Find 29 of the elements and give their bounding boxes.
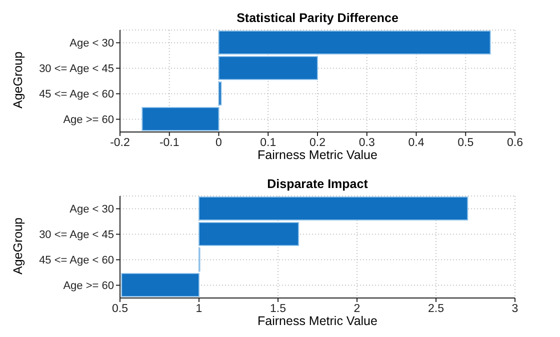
y-axis-title: AgeGroup [11,52,25,108]
y-tick-label: Age < 30 [70,204,114,216]
x-tick-label: 0.4 [408,137,425,150]
x-tick-label: 0.6 [507,137,523,150]
x-tick-label: -0.1 [159,137,180,150]
y-tick-label: 30 <= Age < 45 [39,229,114,242]
x-tick-label: 1.5 [270,303,286,316]
x-tick-label: 2.5 [428,303,444,316]
y-tick-label: Age >= 60 [63,114,114,126]
x-tick-label: 0.2 [310,137,326,150]
y-tick-label: Age < 30 [70,38,114,50]
x-tick-label: 1 [196,303,202,316]
chart-title: Disparate Impact [266,177,369,191]
x-tick-label: 3 [512,303,518,316]
x-tick-label: 0.3 [358,137,375,150]
y-tick-label: 30 <= Age < 45 [39,63,114,76]
x-axis-title: Fairness Metric Value [256,148,378,162]
x-tick-label: 0.5 [458,137,474,150]
y-tick-label: 45 <= Age < 60 [39,88,114,101]
x-axis-title: Fairness Metric Value [256,314,378,328]
x-tick-label: -0.2 [110,137,130,150]
chart-title: Statistical Parity Difference [236,11,400,25]
x-tick-label: 2 [354,303,360,316]
y-axis-title: AgeGroup [11,218,25,274]
x-tick-label: 0.1 [260,137,276,150]
x-tick-label: 0 [216,137,222,150]
y-tick-label: Age >= 60 [63,280,114,292]
y-tick-label: 45 <= Age < 60 [39,254,114,267]
x-tick-label: 0.5 [112,303,128,316]
